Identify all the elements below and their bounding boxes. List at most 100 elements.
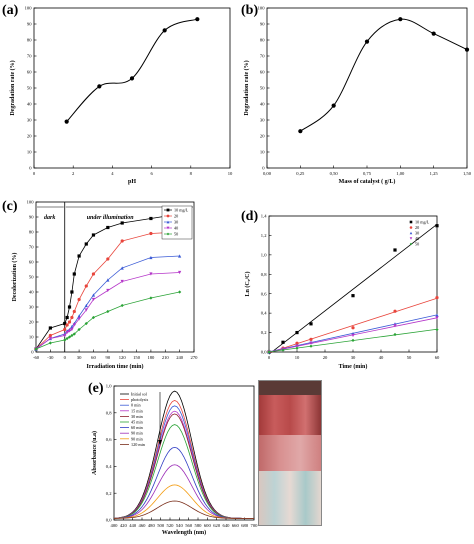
- series-line: [35, 255, 180, 350]
- y-tick-label: 40: [29, 290, 34, 295]
- axes: 0,00,20,40,60,81,01,21,40 10 20 30 40 50 60Tim…: [244, 214, 440, 370]
- data-point: [309, 341, 313, 345]
- x-tick-label: 480: [148, 523, 156, 528]
- data-point: [97, 84, 102, 89]
- data-point: [431, 31, 436, 36]
- data-point: [65, 323, 69, 327]
- data-point: [91, 297, 96, 302]
- y-tick-label: 0,6: [261, 291, 267, 297]
- series-line-a: [66, 18, 198, 122]
- legend-label: 0 min: [131, 403, 142, 408]
- legend-marker: [166, 220, 170, 224]
- legend-label: 10 mg/L: [174, 208, 189, 213]
- vials-photo: [258, 380, 322, 526]
- x-tick-label: 60: [435, 355, 440, 360]
- x-tick-label: 540: [176, 523, 184, 528]
- x-tick-label: 4: [111, 171, 114, 176]
- y-tick-label: 0,8: [106, 410, 112, 416]
- legend-marker: [166, 214, 170, 218]
- y-tick-label: 50: [29, 275, 34, 280]
- y-tick-label: 0,4: [261, 311, 267, 317]
- y-tick-label: 70: [27, 54, 32, 59]
- data-point: [178, 290, 182, 294]
- legend-marker: [409, 237, 413, 240]
- panel-d: (d) 0,0 0,2 0,4 0,6 0,8 1,0 1,2 1,4 0 10 20 30 40 50 60…: [237, 206, 474, 378]
- x-tick-label: 150: [133, 355, 141, 360]
- x-axis-label: Irradiation time (min): [87, 363, 144, 370]
- data-point: [120, 266, 124, 270]
- data-point: [393, 309, 397, 313]
- legend-label: 10 mg/L: [415, 220, 430, 225]
- y-axis-label: Degradation rate (%): [243, 60, 250, 115]
- x-tick-label: 660: [232, 523, 240, 528]
- x-tick-label: 180: [147, 355, 155, 360]
- data-point: [351, 326, 355, 330]
- y-tick-label: 0,2: [106, 491, 112, 497]
- legend-label: 50: [174, 232, 178, 237]
- legend-label: Initial sol: [131, 392, 148, 397]
- data-point: [72, 323, 76, 327]
- panel-label-e: (e): [88, 381, 104, 396]
- y-tick-label: 70: [29, 245, 34, 250]
- data-point: [67, 329, 72, 333]
- legend-label: 30 min: [131, 414, 144, 419]
- data-point: [70, 290, 74, 294]
- x-tick-label: 0,50: [330, 171, 339, 177]
- x-tick-label: 700: [251, 523, 258, 528]
- data-point: [77, 327, 81, 332]
- x-tick-label: 520: [167, 523, 175, 528]
- x-tick-label: 460: [139, 523, 147, 528]
- data-point: [70, 315, 74, 320]
- data-point: [91, 233, 96, 237]
- y-tick-label: 80: [27, 38, 32, 43]
- data-point: [351, 333, 355, 338]
- legend-marker: [166, 232, 170, 236]
- x-tick-label: 420: [120, 523, 128, 528]
- x-tick-label: 8: [190, 171, 193, 176]
- x-tick-label: 10: [295, 355, 300, 360]
- y-tick-label: 10: [27, 150, 32, 155]
- data-point: [281, 340, 285, 344]
- y-tick-label: 90: [260, 22, 265, 27]
- x-tick-label: 240: [176, 355, 184, 360]
- y-tick-label: 0,6: [106, 437, 112, 443]
- x-tick-label: 680: [241, 523, 249, 528]
- panel-a: (a) 0 10 20 30 40 50 60 70 80 90 100 0 2 4 6 8 10 pH Degrad…: [0, 0, 237, 190]
- x-tick-label: 500: [157, 523, 165, 528]
- y-tick-label: 40: [27, 102, 32, 107]
- y-axis-label: Absorbance (u.a): [91, 431, 98, 475]
- plot-frame: [268, 215, 438, 353]
- y-tick-label: 1,0: [106, 384, 112, 390]
- y-tick-label: 0,0: [261, 350, 267, 356]
- legend-label: 30: [415, 231, 419, 236]
- y-tick-label: 30: [260, 118, 265, 123]
- y-tick-label: 30: [29, 305, 34, 310]
- y-tick-label: 10: [29, 335, 34, 340]
- x-tick-label: 600: [204, 523, 212, 528]
- x-tick-label: -30: [47, 355, 54, 360]
- x-tick-label: 440: [129, 523, 137, 528]
- y-tick-label: 100: [258, 6, 266, 11]
- x-tick-label: 1,50: [463, 171, 472, 177]
- data-point: [149, 255, 153, 260]
- y-tick-label: 60: [27, 70, 32, 75]
- data-point: [120, 221, 124, 225]
- x-tick-label: 40: [379, 355, 384, 360]
- x-tick-label: 20: [323, 355, 328, 360]
- data-point: [295, 344, 299, 348]
- data-point: [351, 338, 355, 342]
- y-tick-label: 0: [29, 166, 32, 171]
- data-point: [77, 317, 81, 321]
- data-point: [435, 316, 439, 320]
- arrow-head: [158, 440, 162, 445]
- y-tick-label: 0,0: [106, 518, 112, 524]
- x-tick-label: 0: [268, 355, 271, 360]
- legend-label: 30: [174, 220, 178, 225]
- y-tick-label: 1,2: [261, 233, 267, 239]
- data-point: [129, 76, 135, 81]
- y-axis-label: Ln (C₀/C): [244, 272, 251, 297]
- x-tick-label: 6: [150, 171, 153, 176]
